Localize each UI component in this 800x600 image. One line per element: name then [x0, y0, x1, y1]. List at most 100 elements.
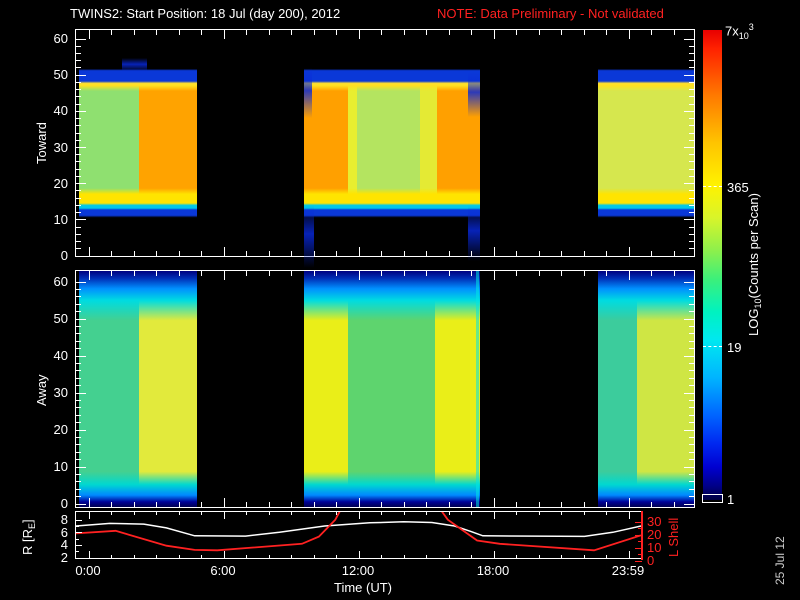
x-tick	[156, 555, 158, 558]
y-tick	[689, 377, 694, 379]
y-tick	[76, 281, 86, 283]
y-tick	[76, 255, 86, 257]
y-tick	[689, 248, 694, 250]
x-axis-title: Time (UT)	[333, 580, 393, 595]
y-tick	[76, 399, 81, 401]
x-tick	[471, 502, 473, 507]
l-shell-tick	[638, 528, 642, 529]
x-tick	[223, 247, 225, 256]
x-tick	[426, 251, 428, 256]
y-tick	[76, 466, 86, 468]
y-tick	[76, 311, 81, 313]
y-tick	[76, 414, 81, 416]
y-tick	[76, 168, 81, 170]
x-tick	[381, 512, 383, 515]
y-tick	[76, 204, 81, 206]
toward-spectrogram-panel	[75, 29, 695, 268]
y-tick	[689, 407, 694, 409]
x-tick	[268, 251, 270, 256]
y-tick	[76, 183, 86, 185]
x-tick	[291, 512, 293, 515]
x-tick	[381, 251, 383, 256]
x-tick	[313, 512, 315, 515]
axis-tick-label: 10	[53, 459, 68, 474]
x-tick	[133, 30, 135, 35]
y-tick	[76, 348, 81, 350]
x-tick	[336, 271, 338, 276]
y-tick	[689, 303, 694, 305]
y-tick	[76, 154, 81, 156]
x-tick	[178, 555, 180, 558]
noise-streak	[467, 72, 480, 117]
y-tick	[76, 557, 82, 559]
x-tick	[403, 555, 405, 558]
x-tick	[448, 251, 450, 256]
date-stamp: 25 Jul 12	[773, 536, 787, 586]
spectrogram-block	[138, 30, 197, 256]
y-tick	[76, 377, 81, 379]
y-tick	[684, 355, 694, 357]
x-tick	[201, 251, 203, 256]
spectrogram-block	[348, 271, 435, 507]
y-tick	[684, 281, 694, 283]
x-tick	[426, 502, 428, 507]
y-tick	[76, 444, 81, 446]
x-tick	[223, 512, 225, 519]
y-tick	[689, 161, 694, 163]
y-tick	[76, 212, 81, 214]
y-tick	[76, 81, 81, 83]
y-tick	[76, 355, 86, 357]
x-tick	[448, 512, 450, 515]
y-tick	[689, 370, 694, 372]
y-tick	[76, 241, 81, 243]
y-tick	[689, 348, 694, 350]
x-tick	[358, 551, 360, 558]
x-tick	[426, 555, 428, 558]
y-tick	[689, 125, 694, 127]
y-tick	[76, 318, 86, 320]
colorbar	[703, 30, 722, 500]
x-tick	[628, 512, 630, 519]
x-tick	[448, 30, 450, 35]
y-tick	[689, 288, 694, 290]
x-tick	[178, 512, 180, 515]
spectrogram-block	[419, 30, 437, 256]
y-tick	[76, 496, 81, 498]
x-tick	[403, 251, 405, 256]
x-tick	[88, 30, 90, 39]
y-tick	[689, 45, 694, 47]
y-tick	[76, 233, 81, 235]
x-tick	[246, 555, 248, 558]
x-tick	[358, 271, 360, 280]
spectrogram-block	[637, 271, 694, 507]
x-tick	[381, 30, 383, 35]
x-tick-label: 12:00	[341, 563, 375, 578]
y-tick	[76, 538, 79, 540]
x-tick	[358, 498, 360, 507]
x-tick	[651, 251, 653, 256]
x-tick	[88, 498, 90, 507]
x-tick	[561, 271, 563, 276]
x-tick	[111, 251, 112, 256]
l-shell-axis-line	[641, 511, 643, 560]
x-tick	[201, 271, 203, 276]
x-tick	[88, 551, 90, 558]
y-tick	[684, 74, 694, 76]
y-tick	[76, 407, 81, 409]
axis-tick-label: 50	[53, 67, 68, 83]
y-tick	[76, 296, 81, 298]
y-tick	[76, 429, 86, 431]
y-tick	[76, 161, 81, 163]
x-tick	[673, 30, 675, 35]
x-tick	[358, 30, 360, 39]
l-shell-tick	[638, 541, 642, 542]
away-spectrogram-panel	[75, 270, 695, 508]
x-tick	[156, 271, 158, 276]
y-tick	[689, 311, 694, 313]
y-tick	[684, 318, 694, 320]
y-tick	[689, 96, 694, 98]
y-tick	[689, 414, 694, 416]
y-tick	[76, 175, 81, 177]
x-tick	[583, 30, 585, 35]
x-tick	[246, 271, 248, 276]
